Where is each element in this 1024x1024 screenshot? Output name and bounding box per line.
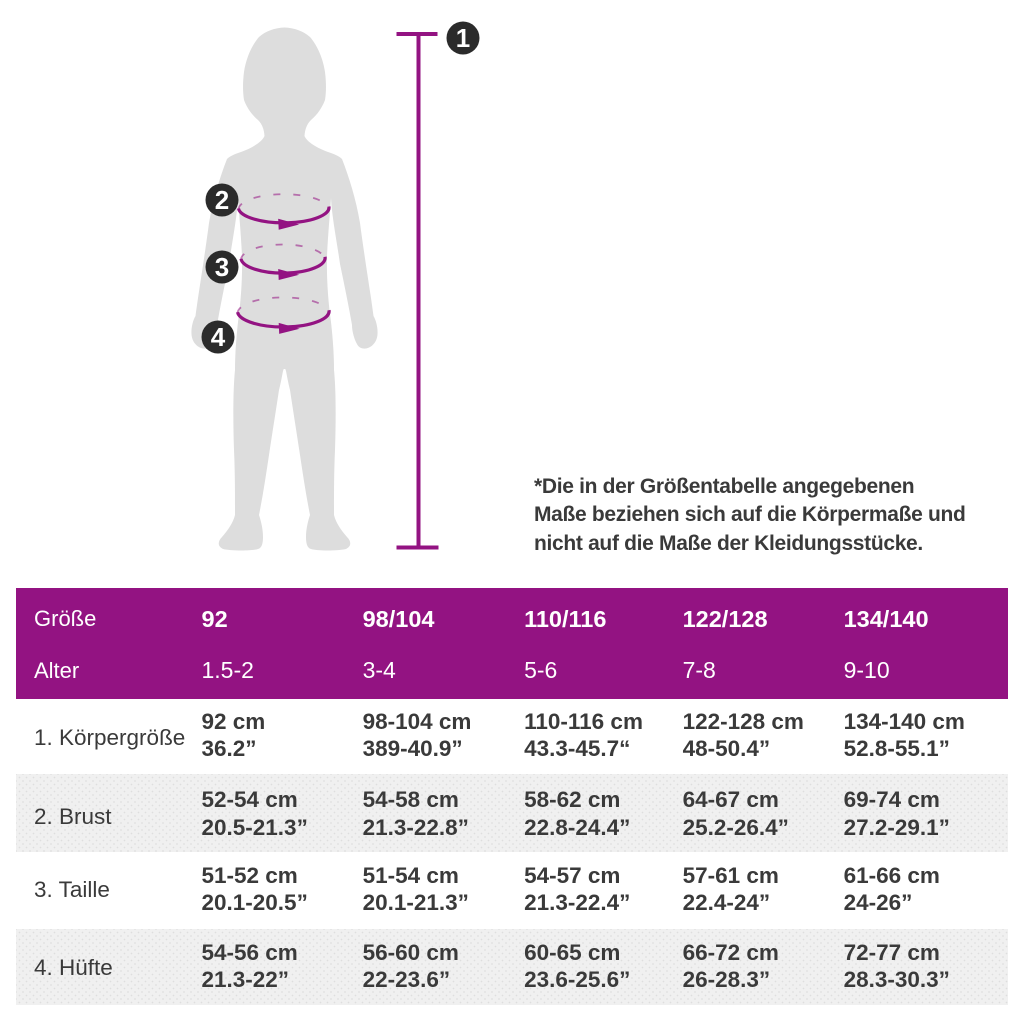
svg-text:1: 1 bbox=[456, 23, 470, 53]
svg-text:4: 4 bbox=[211, 322, 226, 352]
svg-text:2: 2 bbox=[215, 185, 229, 215]
svg-text:3: 3 bbox=[215, 252, 229, 282]
